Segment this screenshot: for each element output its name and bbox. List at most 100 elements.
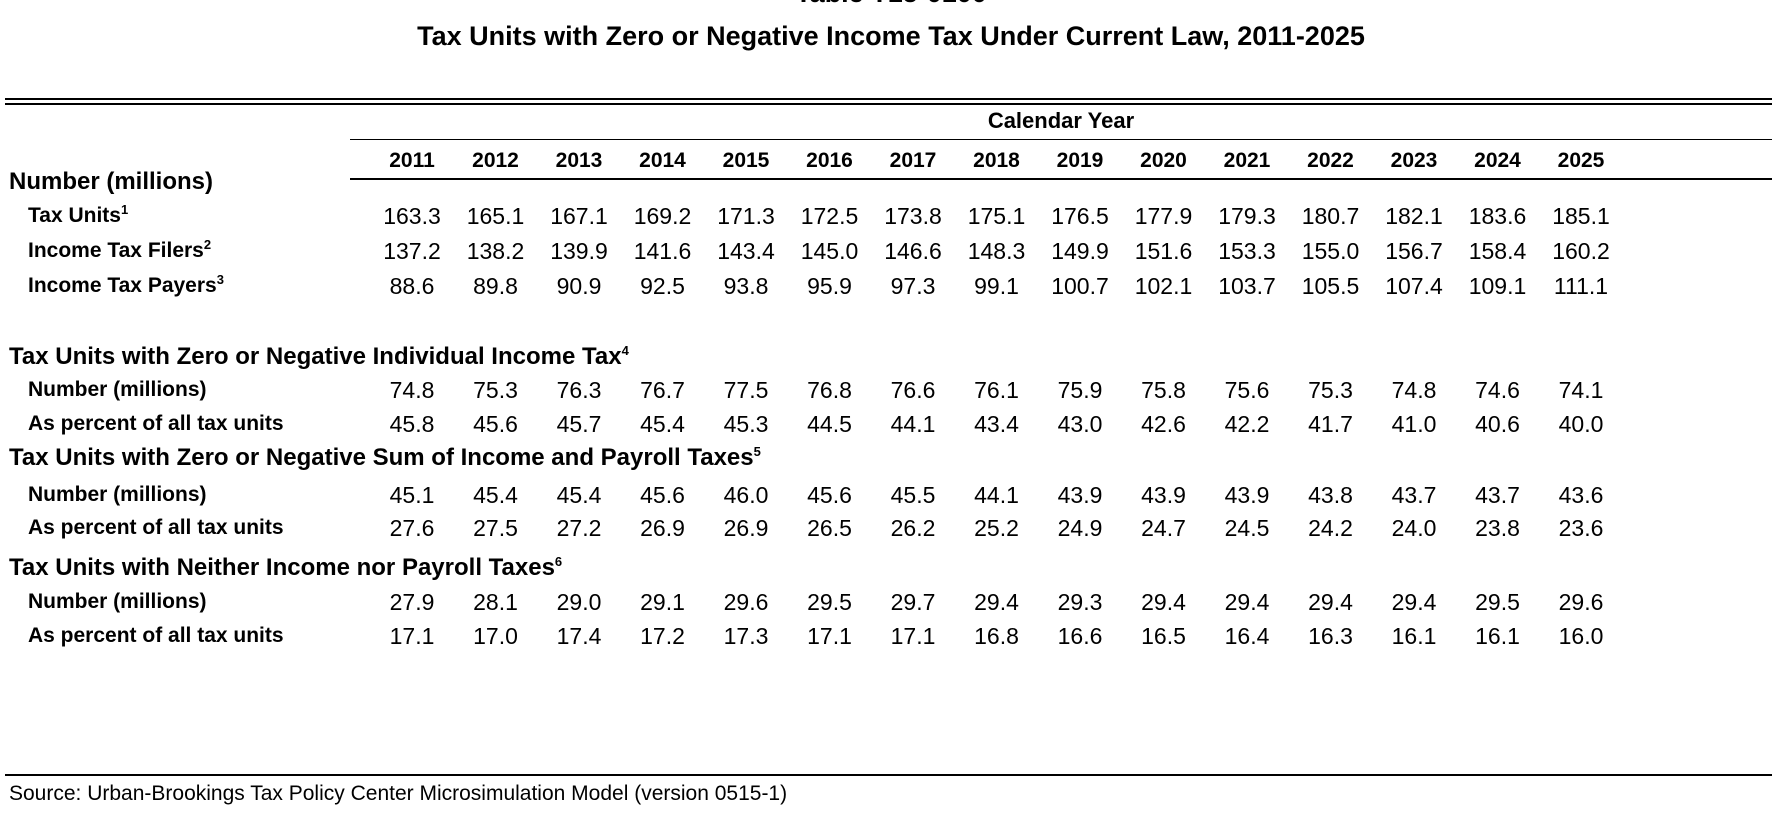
footnote-marker: 5 bbox=[753, 444, 761, 459]
table-cell: 165.1 bbox=[466, 203, 525, 229]
table-cell: 43.9 bbox=[1141, 482, 1186, 508]
table-cell: 75.6 bbox=[1224, 377, 1270, 403]
table-cell: 138.2 bbox=[466, 238, 525, 264]
table-cell: 93.8 bbox=[723, 273, 769, 299]
row-label: Number (millions) bbox=[28, 374, 207, 406]
footnote-marker: 6 bbox=[554, 554, 563, 569]
year-header-2012: 2012 bbox=[472, 149, 519, 172]
table-cell: 43.0 bbox=[1057, 411, 1103, 437]
table-cell: 17.0 bbox=[473, 623, 518, 649]
table-cell: 40.6 bbox=[1475, 411, 1520, 437]
table-cell: 16.1 bbox=[1475, 623, 1520, 649]
table-cell: 16.6 bbox=[1057, 623, 1103, 649]
year-header-2014: 2014 bbox=[639, 149, 686, 172]
table-cell: 89.8 bbox=[473, 273, 518, 299]
table-cell: 169.2 bbox=[633, 203, 692, 229]
table-cell: 177.9 bbox=[1134, 203, 1193, 229]
year-header-2016: 2016 bbox=[806, 149, 853, 172]
row-label: As percent of all tax units bbox=[28, 512, 284, 544]
table-cell: 24.2 bbox=[1308, 515, 1353, 541]
table-cell: 46.0 bbox=[723, 482, 769, 508]
table-cell: 175.1 bbox=[967, 203, 1026, 229]
table-cell: 45.6 bbox=[807, 482, 852, 508]
table-cell: 156.7 bbox=[1385, 238, 1443, 264]
table-cell: 158.4 bbox=[1468, 238, 1527, 264]
table-cell: 24.9 bbox=[1057, 515, 1103, 541]
table-cell: 42.2 bbox=[1224, 411, 1270, 437]
table-cell: 74.8 bbox=[389, 377, 435, 403]
table-cell: 180.7 bbox=[1301, 203, 1360, 229]
table-cell: 45.4 bbox=[640, 411, 685, 437]
table-cell: 105.5 bbox=[1301, 273, 1360, 299]
table-cell: 102.1 bbox=[1134, 273, 1193, 299]
table-cell: 143.4 bbox=[717, 238, 775, 264]
table-cell: 27.5 bbox=[473, 515, 518, 541]
table-cell: 88.6 bbox=[389, 273, 435, 299]
table-cell: 176.5 bbox=[1051, 203, 1109, 229]
table-cell: 25.2 bbox=[974, 515, 1019, 541]
table-cell: 107.4 bbox=[1385, 273, 1443, 299]
year-header-2024: 2024 bbox=[1474, 149, 1521, 172]
table-cell: 185.1 bbox=[1552, 203, 1610, 229]
table-cell: 179.3 bbox=[1218, 203, 1276, 229]
year-header-2015: 2015 bbox=[722, 149, 770, 172]
table-cell: 45.1 bbox=[389, 482, 435, 508]
table-cell: 95.9 bbox=[807, 273, 852, 299]
footnote-marker: 1 bbox=[120, 202, 129, 217]
year-header-2019: 2019 bbox=[1056, 149, 1104, 172]
row-label-text: As percent of all tax units bbox=[28, 516, 284, 539]
table-cell: 43.7 bbox=[1475, 482, 1520, 508]
year-header-2020: 2020 bbox=[1140, 149, 1187, 172]
year-header-2017: 2017 bbox=[889, 149, 937, 172]
table-cell: 29.4 bbox=[974, 589, 1019, 615]
table-cell: 76.1 bbox=[974, 377, 1019, 403]
table-cell: 16.5 bbox=[1141, 623, 1186, 649]
table-cell: 153.3 bbox=[1218, 238, 1276, 264]
table-cell: 29.5 bbox=[807, 589, 852, 615]
table-cell: 90.9 bbox=[556, 273, 602, 299]
table-cell: 44.1 bbox=[890, 411, 936, 437]
table-cell: 76.6 bbox=[890, 377, 936, 403]
row-label: Income Tax Payers3 bbox=[28, 270, 224, 302]
row-label: Tax Units1 bbox=[28, 200, 128, 232]
section-header: Tax Units with Neither Income nor Payrol… bbox=[9, 552, 562, 584]
table-cell: 17.3 bbox=[723, 623, 769, 649]
table-cell: 29.7 bbox=[890, 589, 936, 615]
table-cell: 155.0 bbox=[1301, 238, 1360, 264]
table-cell: 75.9 bbox=[1057, 377, 1103, 403]
year-header-2022: 2022 bbox=[1307, 149, 1354, 172]
table-cell: 29.6 bbox=[1558, 589, 1604, 615]
table-cell: 149.9 bbox=[1051, 238, 1109, 264]
table-cell: 182.1 bbox=[1385, 203, 1443, 229]
table-cell: 29.4 bbox=[1224, 589, 1270, 615]
table-cell: 141.6 bbox=[633, 238, 692, 264]
table-cell: 45.4 bbox=[473, 482, 518, 508]
table-cell: 44.5 bbox=[807, 411, 852, 437]
section-header-text: Tax Units with Zero or Negative Individu… bbox=[9, 343, 622, 370]
table-cell: 17.2 bbox=[640, 623, 685, 649]
year-header-2023: 2023 bbox=[1390, 149, 1438, 172]
table-cell: 183.6 bbox=[1468, 203, 1527, 229]
table-title: Tax Units with Zero or Negative Income T… bbox=[417, 21, 1365, 51]
table-cell: 16.0 bbox=[1558, 623, 1604, 649]
source-note: Source: Urban-Brookings Tax Policy Cente… bbox=[9, 782, 788, 805]
table-cell: 75.8 bbox=[1141, 377, 1186, 403]
table-cell: 92.5 bbox=[640, 273, 685, 299]
table-cell: 151.6 bbox=[1134, 238, 1193, 264]
table-cell: 29.0 bbox=[556, 589, 602, 615]
row-label-text: Number (millions) bbox=[28, 590, 207, 613]
footnote-marker: 2 bbox=[203, 237, 212, 252]
table-cell: 29.4 bbox=[1141, 589, 1186, 615]
year-header-2025: 2025 bbox=[1557, 149, 1605, 172]
table-cell: 17.4 bbox=[556, 623, 602, 649]
year-header-2018: 2018 bbox=[973, 149, 1020, 172]
table-cell: 16.3 bbox=[1308, 623, 1353, 649]
year-header-2013: 2013 bbox=[555, 149, 603, 172]
table-cell: 74.1 bbox=[1558, 377, 1604, 403]
table-cell: 26.2 bbox=[890, 515, 936, 541]
table-cell: 23.6 bbox=[1558, 515, 1604, 541]
table-cell: 109.1 bbox=[1468, 273, 1527, 299]
table-cell: 148.3 bbox=[967, 238, 1026, 264]
table-cell: 76.8 bbox=[807, 377, 852, 403]
